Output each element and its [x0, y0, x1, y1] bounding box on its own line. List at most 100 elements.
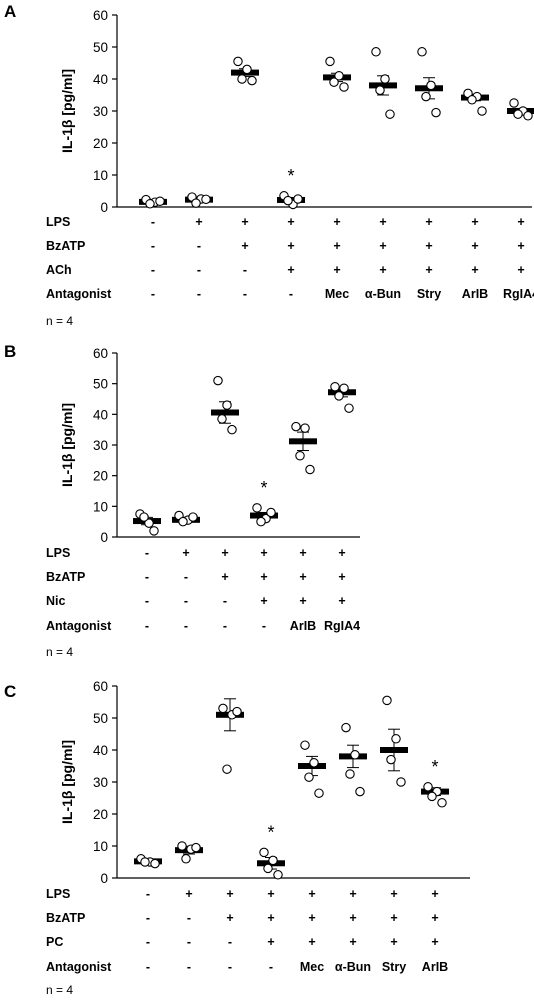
- p2-significance-3: *: [260, 478, 267, 498]
- p1-row-2-cell-6: +: [425, 263, 432, 277]
- p2-row-1-cell-1: -: [184, 570, 188, 584]
- p2-y-tick-label-5: 50: [93, 377, 108, 392]
- p2-data-point-2-2: [217, 414, 227, 424]
- p3-row-label-2: PC: [46, 935, 63, 949]
- p3-data-point-7-3: [437, 798, 447, 808]
- p3-data-point-6-2: [386, 754, 396, 765]
- p1-row-0-cell-7: +: [471, 215, 478, 229]
- p3-row-1-cell-0: -: [146, 911, 150, 925]
- p2-data-point-3-3: [266, 507, 276, 518]
- p2-row-label-2: Nic: [46, 594, 66, 608]
- p2-row-1-cell-4: +: [299, 570, 306, 584]
- p2-mean-bar-2: [211, 409, 239, 416]
- p3-row-2-cell-5: +: [349, 935, 356, 949]
- p2-data-point-0-3: [149, 526, 159, 536]
- p3-row-2-cell-4: +: [308, 935, 315, 949]
- p1-y-axis-label: IL-1β [pg/ml]: [59, 69, 75, 153]
- p2-y-tick-label-4: 40: [93, 407, 108, 422]
- p3-y-tick-label-2: 20: [93, 807, 108, 822]
- p1-mean-bar-5: [369, 82, 397, 89]
- p2-data-point-5-1: [339, 383, 349, 394]
- p1-data-point-4-1: [334, 71, 344, 81]
- p2-data-point-3-2: [256, 516, 266, 527]
- p2-row-2-cell-2: -: [223, 594, 227, 608]
- p2-y-tick-label-3: 30: [93, 438, 108, 453]
- p1-row-0-cell-3: +: [287, 215, 294, 229]
- p3-row-label-3: Antagonist: [46, 960, 112, 974]
- p1-row-1-cell-3: +: [287, 239, 294, 253]
- p3-row-3-cell-7: ArIB: [422, 960, 448, 974]
- p2-row-0-cell-1: +: [182, 546, 189, 560]
- p1-row-0-cell-2: +: [241, 215, 248, 229]
- p1-data-point-2-1: [242, 64, 252, 75]
- p2-row-0-cell-0: -: [145, 546, 149, 560]
- p3-data-point-1-3: [191, 842, 201, 853]
- p3-row-1-cell-6: +: [390, 911, 397, 925]
- p3-mean-bar-6: [380, 747, 408, 753]
- p2-row-3-cell-4: ArIB: [290, 619, 316, 633]
- p3-data-point-6-1: [391, 734, 401, 744]
- p1-row-2-cell-8: +: [517, 263, 524, 277]
- p2-row-2-cell-5: +: [338, 594, 345, 608]
- p1-data-point-6-2: [421, 91, 431, 102]
- p1-row-2-cell-7: +: [471, 263, 478, 277]
- p3-row-1-cell-4: +: [308, 911, 315, 925]
- p1-row-3-cell-3: -: [289, 287, 293, 301]
- p3-row-1-cell-7: +: [431, 911, 438, 925]
- p2-row-3-cell-3: -: [262, 619, 266, 633]
- p1-row-0-cell-1: +: [195, 215, 202, 229]
- p3-data-point-0-2: [140, 857, 150, 867]
- p1-y-tick-label-6: 60: [93, 8, 108, 23]
- p3-row-2-cell-3: +: [267, 935, 274, 949]
- p2-y-tick-label-1: 10: [93, 499, 108, 514]
- p1-data-point-3-3: [293, 194, 303, 204]
- p3-y-tick-label-3: 30: [93, 775, 108, 790]
- p2-n-label: n = 4: [46, 645, 73, 659]
- p3-data-point-5-2: [345, 769, 355, 779]
- p2-row-2-cell-3: +: [260, 594, 267, 608]
- p2-data-point-4-3: [305, 464, 315, 475]
- p2-row-2-cell-1: -: [184, 594, 188, 608]
- p3-y-tick-label-0: 0: [100, 871, 108, 886]
- p3-significance-7: *: [431, 757, 438, 777]
- p2-row-2-cell-0: -: [145, 594, 149, 608]
- p2-row-label-1: BzATP: [46, 570, 85, 584]
- p1-row-label-3: Antagonist: [46, 287, 112, 301]
- p1-significance-3: *: [287, 166, 294, 186]
- p1-data-point-2-3: [247, 75, 257, 86]
- p2-data-point-5-2: [334, 391, 344, 401]
- p3-row-3-cell-2: -: [228, 960, 232, 974]
- p1-row-1-cell-1: -: [197, 239, 201, 253]
- p2-data-point-2-1: [222, 400, 232, 410]
- p1-y-tick-label-0: 0: [100, 200, 108, 215]
- p3-row-1-cell-1: -: [187, 911, 191, 925]
- p1-data-point-1-2: [191, 198, 201, 208]
- p2-data-point-4-0: [291, 421, 301, 432]
- p3-row-0-cell-5: +: [349, 887, 356, 901]
- p2-y-axis-label: IL-1β [pg/ml]: [59, 403, 75, 487]
- p3-row-1-cell-2: +: [226, 911, 233, 925]
- p3-row-3-cell-3: -: [269, 960, 273, 974]
- p1-row-label-1: BzATP: [46, 239, 85, 253]
- p1-data-point-5-0: [371, 47, 381, 57]
- p2-row-3-cell-0: -: [145, 619, 149, 633]
- p3-row-2-cell-0: -: [146, 935, 150, 949]
- p1-data-point-7-2: [467, 95, 477, 105]
- p3-data-point-3-2: [263, 863, 273, 874]
- p1-data-point-8-2: [513, 109, 523, 119]
- p2-row-0-cell-3: +: [260, 546, 267, 560]
- p1-row-3-cell-8: RgIA4: [503, 287, 534, 301]
- panel-letter-b: B: [4, 342, 16, 361]
- p1-row-0-cell-4: +: [333, 215, 340, 229]
- p3-row-3-cell-1: -: [187, 960, 191, 974]
- p3-row-2-cell-2: -: [228, 935, 232, 949]
- p1-row-3-cell-0: -: [151, 287, 155, 301]
- p1-y-tick-label-1: 10: [93, 168, 108, 183]
- p3-row-0-cell-2: +: [226, 887, 233, 901]
- p1-row-2-cell-2: -: [243, 263, 247, 277]
- p2-data-point-2-0: [213, 375, 223, 386]
- p3-y-tick-label-4: 40: [93, 743, 108, 758]
- p3-row-0-cell-6: +: [390, 887, 397, 901]
- p3-data-point-4-2: [304, 772, 314, 782]
- p1-row-2-cell-5: +: [379, 263, 386, 277]
